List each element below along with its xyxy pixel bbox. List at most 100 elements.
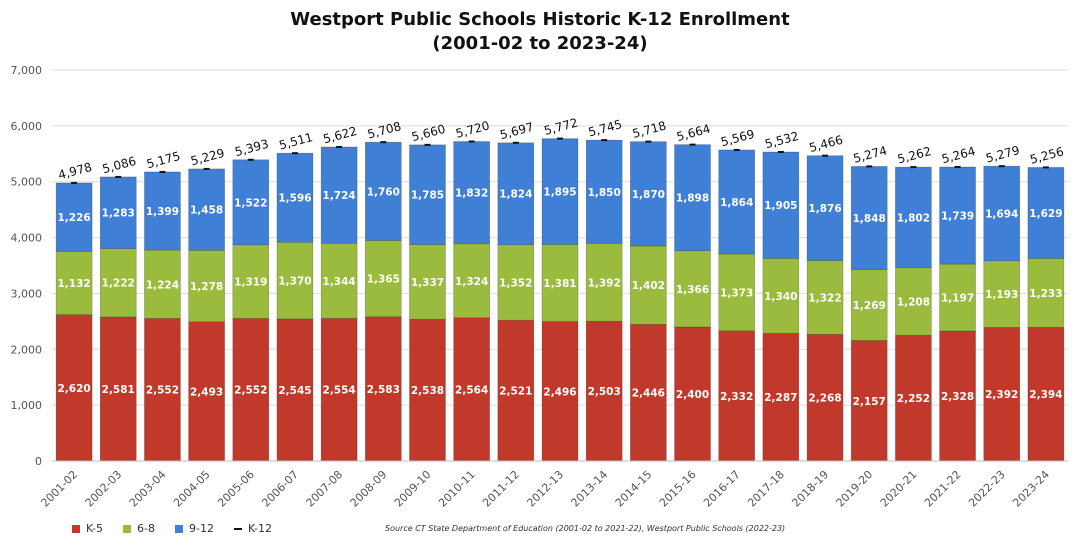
- total-label: 5,745: [587, 117, 624, 139]
- data-label: 1,870: [632, 189, 665, 201]
- total-label: 5,256: [1028, 144, 1065, 166]
- x-tick-label: 2009-10: [392, 468, 434, 510]
- total-label: 5,274: [852, 143, 889, 165]
- bar-segment: [365, 316, 402, 462]
- legend-item-k5: K-5: [72, 522, 103, 535]
- bar-segment: [55, 182, 93, 252]
- bar-segment: [55, 314, 93, 462]
- bar-segment: [585, 139, 623, 244]
- x-tick-label: 2021-22: [922, 468, 964, 510]
- data-label: 1,278: [190, 281, 223, 293]
- bar-segment: [320, 318, 358, 462]
- x-tick-label: 2023-24: [1010, 468, 1052, 510]
- data-label: 2,583: [367, 384, 400, 396]
- data-label: 1,381: [543, 278, 576, 290]
- data-label: 1,208: [897, 296, 930, 308]
- bar-segment: [939, 166, 976, 265]
- bar-segment: [144, 318, 181, 462]
- legend-swatch-k5: [72, 524, 80, 533]
- bar-segment: [55, 251, 93, 315]
- bar-segment: [983, 260, 1021, 328]
- data-label: 1,596: [278, 193, 311, 205]
- total-label: 5,708: [366, 119, 403, 141]
- total-label: 5,511: [278, 130, 315, 152]
- y-tick-label: 5,000: [11, 176, 43, 189]
- data-label: 2,521: [499, 386, 532, 398]
- bar-segment: [497, 319, 535, 462]
- bar-segment: [674, 326, 711, 462]
- x-tick-label: 2015-16: [657, 468, 699, 510]
- data-label: 2,496: [543, 386, 576, 398]
- data-label: 1,340: [764, 291, 797, 303]
- x-tick-label: 2016-17: [701, 468, 743, 510]
- total-label: 5,622: [322, 124, 359, 146]
- x-tick-label: 2012-13: [524, 468, 566, 510]
- data-label: 1,344: [323, 276, 356, 288]
- bar-segment: [895, 267, 932, 336]
- data-label: 1,864: [720, 197, 753, 209]
- x-tick-label: 2008-09: [348, 468, 390, 510]
- y-tick-label: 6,000: [11, 120, 43, 133]
- data-label: 1,197: [941, 293, 974, 305]
- data-label: 2,157: [853, 396, 886, 408]
- data-label: 2,446: [632, 388, 665, 400]
- x-tick-label: 2007-08: [304, 468, 346, 510]
- bar-segment: [1027, 326, 1065, 462]
- chart-subtitle: (2001-02 to 2023-24): [432, 33, 648, 54]
- legend-item-68: 6-8: [123, 522, 155, 535]
- data-label: 1,132: [57, 278, 90, 290]
- bar-segment: [674, 144, 711, 251]
- bar-segment: [1027, 167, 1065, 259]
- data-label: 1,724: [323, 190, 356, 202]
- data-label: 1,366: [676, 284, 709, 296]
- data-label: 2,620: [57, 383, 90, 395]
- total-label: 5,718: [631, 119, 668, 141]
- data-label: 1,224: [146, 279, 179, 291]
- bar-segment: [895, 166, 932, 269]
- total-label: 5,720: [454, 118, 491, 140]
- bar-segment: [409, 318, 446, 462]
- bar-segment: [850, 166, 888, 270]
- data-label: 1,269: [853, 300, 886, 312]
- total-label: 5,175: [145, 149, 182, 171]
- bar-segment: [585, 320, 623, 462]
- legend-swatch-68: [123, 524, 132, 533]
- data-label: 2,552: [234, 385, 267, 397]
- x-tick-label: 2006-07: [259, 468, 301, 510]
- data-label: 1,222: [102, 278, 135, 290]
- source-note: Source CT State Department of Education …: [385, 524, 786, 533]
- bar-segment: [497, 244, 535, 321]
- data-label: 1,760: [367, 186, 400, 198]
- total-label: 5,279: [984, 143, 1021, 165]
- bar-segment: [718, 330, 755, 462]
- bar-segment: [144, 249, 181, 319]
- x-tick-label: 2018-19: [789, 468, 831, 510]
- x-tick-label: 2002-03: [83, 468, 125, 510]
- data-label: 2,493: [190, 386, 223, 398]
- bar-segment: [718, 149, 755, 255]
- data-label: 2,268: [808, 393, 841, 405]
- data-label: 1,832: [455, 188, 488, 200]
- data-label: 2,554: [323, 385, 356, 397]
- bar-segment: [806, 155, 844, 261]
- bar-segment: [762, 332, 800, 462]
- data-label: 1,694: [985, 208, 1018, 220]
- bar-segment: [983, 165, 1021, 262]
- bar-segment: [1027, 258, 1065, 328]
- total-label: 5,264: [940, 144, 977, 166]
- x-tick-label: 2020-21: [878, 468, 920, 510]
- data-label: 2,552: [146, 385, 179, 397]
- data-label: 1,895: [543, 187, 576, 199]
- data-label: 1,739: [941, 211, 974, 223]
- data-label: 2,503: [588, 386, 621, 398]
- data-label: 1,370: [278, 276, 311, 288]
- data-label: 1,233: [1029, 288, 1062, 300]
- bar-segment: [276, 152, 314, 243]
- data-label: 1,226: [57, 212, 90, 224]
- data-label: 1,324: [455, 276, 488, 288]
- y-tick-label: 0: [35, 455, 42, 468]
- legend-label-k12: K-12: [247, 522, 272, 535]
- bar-segment: [232, 159, 270, 246]
- bar-segment: [983, 327, 1021, 462]
- bar-segment: [320, 146, 358, 244]
